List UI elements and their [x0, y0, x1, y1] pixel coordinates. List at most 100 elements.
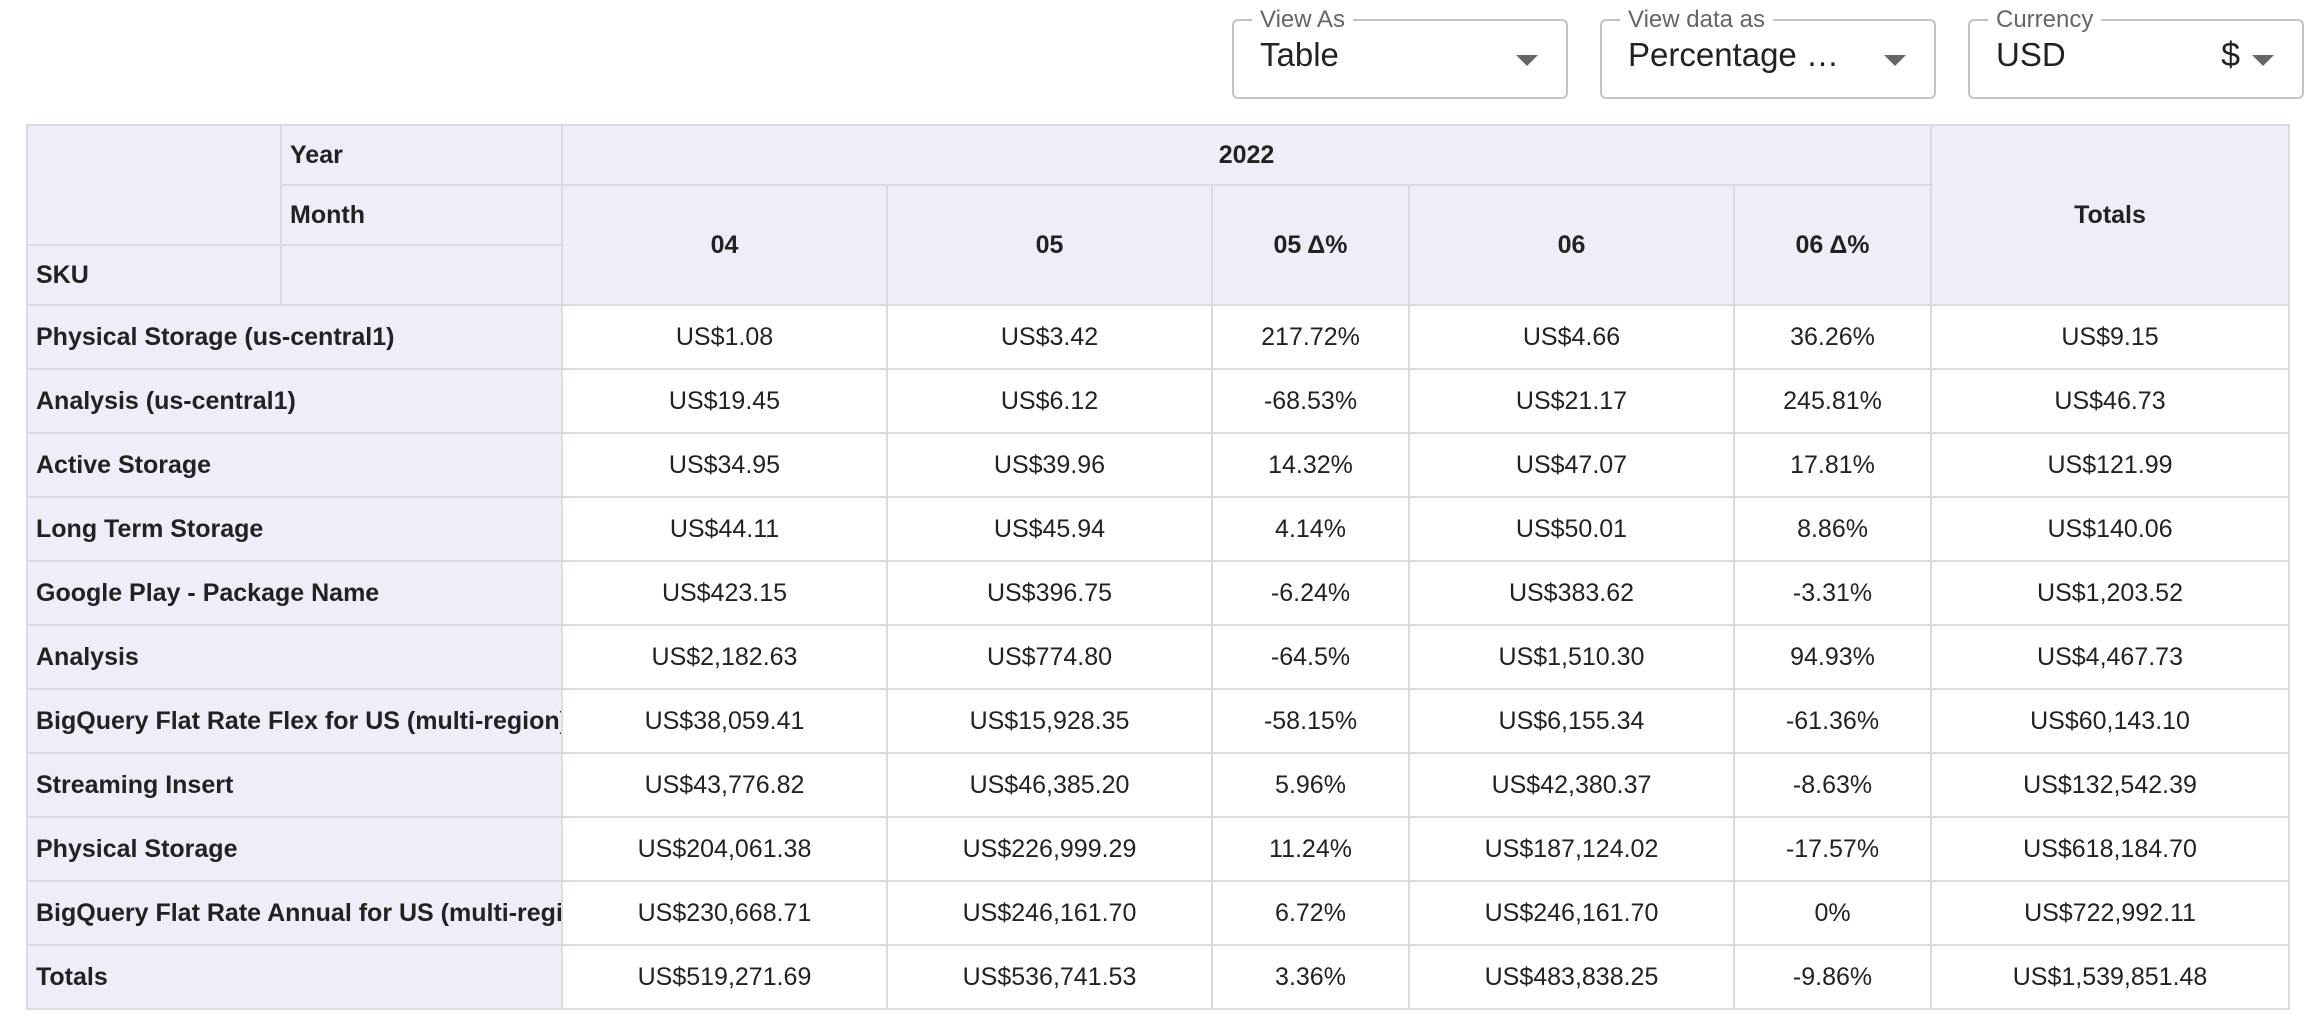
value-cell: US$19.45: [561, 368, 888, 434]
value-cell: -8.63%: [1732, 752, 1933, 818]
view-as-label: View As: [1252, 6, 1353, 34]
totals-row: Totals US$519,271.69 US$536,741.53 3.36% US$…: [26, 944, 2291, 1010]
view-as-select[interactable]: View As Table: [1232, 6, 1568, 99]
value-cell: 4.14%: [1211, 496, 1410, 562]
column-header[interactable]: 05 Δ%: [1211, 184, 1410, 306]
table-row: Analysis (us-central1) US$19.45 US$6.12 -68…: [26, 368, 2291, 434]
value-cell: 3.36%: [1211, 944, 1410, 1010]
table-row: Physical Storage (us-central1) US$1.08 US$…: [26, 304, 2291, 370]
sku-cell: Physical Storage (us-central1): [26, 304, 563, 370]
view-data-as-value: Percentage Ch...: [1628, 36, 1854, 73]
column-header[interactable]: 05: [886, 184, 1213, 306]
currency-select[interactable]: Currency USD $: [1968, 6, 2304, 99]
value-cell: -9.86%: [1732, 944, 1933, 1010]
month-header-label: Month: [280, 184, 563, 246]
totals-column-header[interactable]: Totals: [1930, 124, 2291, 306]
row-total-cell: US$4,467.73: [1930, 624, 2291, 690]
caret-down-icon[interactable]: [1884, 55, 1906, 66]
row-total-cell: US$60,143.10: [1930, 688, 2291, 754]
value-cell: -17.57%: [1732, 816, 1933, 882]
value-cell: US$774.80: [886, 624, 1213, 690]
pivot-table: Year 2022 Totals Month 04 05 05 Δ% 06 06…: [26, 124, 2291, 1010]
value-cell: 217.72%: [1211, 304, 1410, 370]
value-cell: US$230,668.71: [561, 880, 888, 946]
value-cell: US$6.12: [886, 368, 1213, 434]
value-cell: US$204,061.38: [561, 816, 888, 882]
value-cell: US$1,510.30: [1408, 624, 1735, 690]
value-cell: 14.32%: [1211, 432, 1410, 498]
value-cell: US$519,271.69: [561, 944, 888, 1010]
pivot-table-container: Year 2022 Totals Month 04 05 05 Δ% 06 06…: [26, 124, 2291, 1010]
table-row: BigQuery Flat Rate Annual for US (multi-…: [26, 880, 2291, 946]
column-header[interactable]: 06 Δ%: [1732, 184, 1933, 306]
value-cell: -64.5%: [1211, 624, 1410, 690]
value-cell: US$226,999.29: [886, 816, 1213, 882]
value-cell: US$50.01: [1408, 496, 1735, 562]
value-cell: US$2,182.63: [561, 624, 888, 690]
value-cell: -3.31%: [1732, 560, 1933, 626]
sku-cell: Analysis (us-central1): [26, 368, 563, 434]
value-cell: US$6,155.34: [1408, 688, 1735, 754]
row-total-cell: US$1,539,851.48: [1930, 944, 2291, 1010]
row-total-cell: US$1,203.52: [1930, 560, 2291, 626]
year-header-value: 2022: [560, 124, 1933, 186]
value-cell: 5.96%: [1211, 752, 1410, 818]
table-row: Long Term Storage US$44.11 US$45.94 4.14% US…: [26, 496, 2291, 562]
caret-down-icon[interactable]: [1516, 55, 1538, 66]
value-cell: 36.26%: [1732, 304, 1933, 370]
sku-cell: BigQuery Flat Rate Annual for US (multi-…: [26, 880, 563, 946]
table-row: BigQuery Flat Rate Flex for US (multi-re…: [26, 688, 2291, 754]
value-cell: US$483,838.25: [1408, 944, 1735, 1010]
sku-cell: Active Storage: [26, 432, 563, 498]
value-cell: -61.36%: [1732, 688, 1933, 754]
value-cell: 8.86%: [1732, 496, 1933, 562]
row-total-cell: US$46.73: [1930, 368, 2291, 434]
value-cell: -6.24%: [1211, 560, 1410, 626]
value-cell: US$15,928.35: [886, 688, 1213, 754]
sku-cell: Streaming Insert: [26, 752, 563, 818]
year-header-label: Year: [280, 124, 563, 186]
currency-symbol: $: [2221, 36, 2240, 74]
value-cell: 17.81%: [1732, 432, 1933, 498]
value-cell: US$39.96: [886, 432, 1213, 498]
sku-cell: Analysis: [26, 624, 563, 690]
value-cell: US$246,161.70: [886, 880, 1213, 946]
column-header[interactable]: 06: [1408, 184, 1735, 306]
row-total-cell: US$722,992.11: [1930, 880, 2291, 946]
value-cell: US$43,776.82: [561, 752, 888, 818]
value-cell: US$187,124.02: [1408, 816, 1735, 882]
caret-down-icon[interactable]: [2252, 55, 2274, 66]
value-cell: US$38,059.41: [561, 688, 888, 754]
value-cell: 94.93%: [1732, 624, 1933, 690]
totals-row-label: Totals: [26, 944, 563, 1010]
value-cell: US$246,161.70: [1408, 880, 1735, 946]
sku-cell: Physical Storage: [26, 816, 563, 882]
row-total-cell: US$9.15: [1930, 304, 2291, 370]
row-total-cell: US$140.06: [1930, 496, 2291, 562]
table-row: Analysis US$2,182.63 US$774.80 -64.5% US$1,5…: [26, 624, 2291, 690]
sku-cell: Google Play - Package Name: [26, 560, 563, 626]
value-cell: -58.15%: [1211, 688, 1410, 754]
value-cell: US$42,380.37: [1408, 752, 1735, 818]
value-cell: 6.72%: [1211, 880, 1410, 946]
column-header[interactable]: 04: [561, 184, 888, 306]
value-cell: US$1.08: [561, 304, 888, 370]
value-cell: US$3.42: [886, 304, 1213, 370]
value-cell: US$47.07: [1408, 432, 1735, 498]
table-row: Google Play - Package Name US$423.15 US$39…: [26, 560, 2291, 626]
value-cell: US$4.66: [1408, 304, 1735, 370]
table-row: Active Storage US$34.95 US$39.96 14.32% US$4…: [26, 432, 2291, 498]
sku-header-label[interactable]: SKU: [26, 244, 282, 306]
value-cell: US$44.11: [561, 496, 888, 562]
value-cell: US$536,741.53: [886, 944, 1213, 1010]
value-cell: US$34.95: [561, 432, 888, 498]
row-total-cell: US$121.99: [1930, 432, 2291, 498]
value-cell: US$21.17: [1408, 368, 1735, 434]
table-row: Streaming Insert US$43,776.82 US$46,385.20…: [26, 752, 2291, 818]
row-total-cell: US$618,184.70: [1930, 816, 2291, 882]
table-body: Physical Storage (us-central1) US$1.08 US$…: [26, 304, 2291, 1010]
view-data-as-select[interactable]: View data as Percentage Ch...: [1600, 6, 1936, 99]
view-as-value: Table: [1260, 36, 1339, 73]
row-total-cell: US$132,542.39: [1930, 752, 2291, 818]
value-cell: US$396.75: [886, 560, 1213, 626]
